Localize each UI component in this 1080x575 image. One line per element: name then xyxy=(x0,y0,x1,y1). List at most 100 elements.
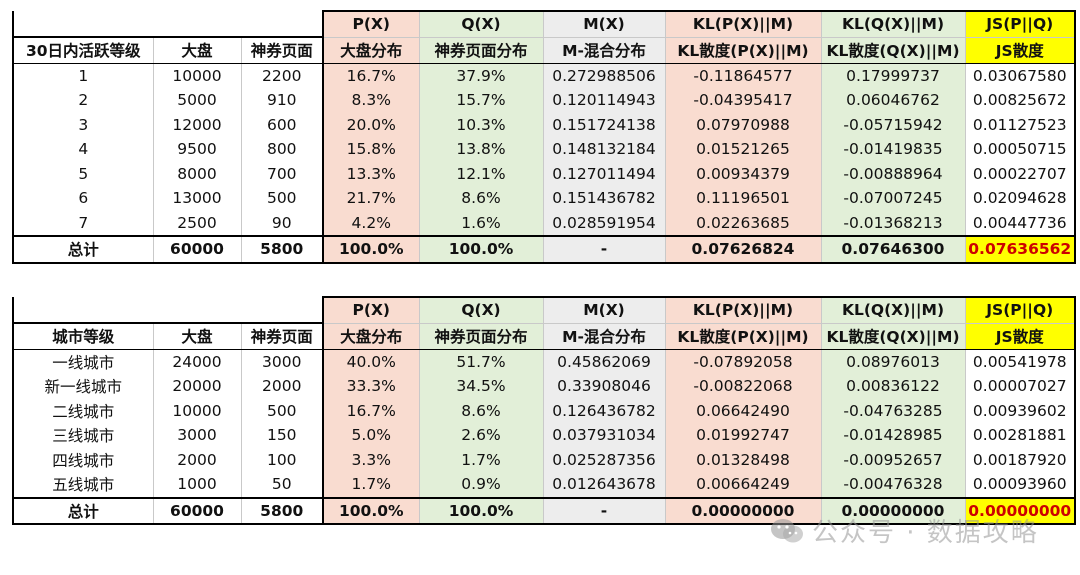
header-row-label: 30日内活跃等级 大盘 神券页面 大盘分布 神券页面分布 M-混合分布 KL散度(P(X)|… xyxy=(12,36,1076,64)
cell-kp: 0.07970988 xyxy=(664,112,822,137)
cell-js: 0.00007027 xyxy=(964,374,1076,399)
cell-a: 12000 xyxy=(152,112,242,137)
cell-kq: -0.00888964 xyxy=(820,161,966,186)
cell-a: 8000 xyxy=(152,161,242,186)
cell-a: 10000 xyxy=(152,398,242,423)
cell-a: 13000 xyxy=(152,186,242,211)
cell-kp: 0.11196501 xyxy=(664,186,822,211)
table-row: 五线城市 1000 50 1.7% 0.9% 0.012643678 0.00664249-… xyxy=(12,472,1076,498)
cell-m: 0.126436782 xyxy=(542,398,666,423)
cell-label: 三线城市 xyxy=(12,423,154,448)
cell-b: 600 xyxy=(240,112,324,137)
cell-kq: -0.07007245 xyxy=(820,186,966,211)
column-subheader-m: M-混合分布 xyxy=(542,322,666,350)
cell-m: 0.151436782 xyxy=(542,186,666,211)
cell-p: 1.7% xyxy=(322,472,420,498)
blank-header-cell xyxy=(12,297,153,323)
cell-kq: -0.01428985 xyxy=(820,423,966,448)
cell-p: 8.3% xyxy=(322,88,420,113)
total-b: 5800 xyxy=(240,235,324,264)
total-label: 总计 xyxy=(12,235,154,264)
cell-p: 3.3% xyxy=(322,447,420,472)
cell-js: 0.00050715 xyxy=(964,137,1076,162)
cell-p: 13.3% xyxy=(322,161,420,186)
cell-q: 34.5% xyxy=(418,374,544,399)
cell-b: 3000 xyxy=(240,349,324,374)
cell-js: 0.01127523 xyxy=(964,112,1076,137)
cell-kp: 0.01992747 xyxy=(664,423,822,448)
total-kq: 0.07646300 xyxy=(820,235,966,264)
column-subheader-m: M-混合分布 xyxy=(542,36,666,64)
js-divergence-table-city: P(X) Q(X) M(X) KL(P(X)||M) KL(Q(X)||M) JS(P||… xyxy=(12,296,1076,525)
cell-b: 100 xyxy=(240,447,324,472)
total-q: 100.0% xyxy=(418,235,544,264)
cell-kp: 0.00934379 xyxy=(664,161,822,186)
cell-p: 20.0% xyxy=(322,112,420,137)
header-row-metric: P(X) Q(X) M(X) KL(P(X)||M) KL(Q(X)||M) JS(P||… xyxy=(12,296,1076,323)
column-subheader-p: 大盘分布 xyxy=(322,322,420,350)
table-row: 7 2500 90 4.2% 1.6% 0.028591954 0.02263685 -0.0… xyxy=(12,210,1076,236)
cell-m: 0.012643678 xyxy=(542,472,666,498)
table-row: 2 5000 910 8.3% 15.7% 0.120114943 -0.04395417 0… xyxy=(12,88,1076,113)
cell-js: 0.00281881 xyxy=(964,423,1076,448)
metric-header-js: JS(P||Q) xyxy=(964,10,1076,37)
cell-kp: 0.00664249 xyxy=(664,472,822,498)
metric-header-kp: KL(P(X)||M) xyxy=(664,10,822,37)
cell-js: 0.02094628 xyxy=(964,186,1076,211)
cell-label: 四线城市 xyxy=(12,447,154,472)
table-row: 一线城市 24000 3000 40.0% 51.7% 0.45862069 -0.0789… xyxy=(12,349,1076,374)
column-subheader-js: JS散度 xyxy=(964,322,1076,350)
metric-header-kq: KL(Q(X)||M) xyxy=(820,10,966,37)
cell-a: 9500 xyxy=(152,137,242,162)
cell-label: 7 xyxy=(12,210,154,236)
cell-kq: -0.04763285 xyxy=(820,398,966,423)
table-row: 3 12000 600 20.0% 10.3% 0.151724138 0.07970988… xyxy=(12,112,1076,137)
cell-m: 0.33908046 xyxy=(542,374,666,399)
blank-header-cell xyxy=(153,11,241,37)
cell-label: 6 xyxy=(12,186,154,211)
metric-header-p: P(X) xyxy=(322,296,420,323)
cell-p: 16.7% xyxy=(322,63,420,88)
cell-label: 二线城市 xyxy=(12,398,154,423)
cell-kp: -0.07892058 xyxy=(664,349,822,374)
cell-b: 2000 xyxy=(240,374,324,399)
metric-header-js: JS(P||Q) xyxy=(964,296,1076,323)
cell-p: 21.7% xyxy=(322,186,420,211)
cell-a: 3000 xyxy=(152,423,242,448)
cell-q: 51.7% xyxy=(418,349,544,374)
header-row-metric: P(X) Q(X) M(X) KL(P(X)||M) KL(Q(X)||M) JS(P||… xyxy=(12,10,1076,37)
total-js: 0.00000000 xyxy=(964,496,1076,525)
cell-b: 700 xyxy=(240,161,324,186)
cell-label: 3 xyxy=(12,112,154,137)
cell-q: 37.9% xyxy=(418,63,544,88)
total-kq: 0.00000000 xyxy=(820,496,966,525)
total-b: 5800 xyxy=(240,496,324,525)
blank-header-cell xyxy=(241,297,323,323)
dimension-header: 30日内活跃等级 xyxy=(12,36,154,64)
cell-kq: 0.00836122 xyxy=(820,374,966,399)
total-label: 总计 xyxy=(12,496,154,525)
cell-q: 8.6% xyxy=(418,186,544,211)
column-subheader-kp: KL散度(P(X)||M) xyxy=(664,36,822,64)
cell-m: 0.037931034 xyxy=(542,423,666,448)
cell-m: 0.028591954 xyxy=(542,210,666,236)
total-js: 0.07636562 xyxy=(964,235,1076,264)
table-row: 1 10000 2200 16.7% 37.9% 0.272988506 -0.118645… xyxy=(12,63,1076,88)
cell-m: 0.151724138 xyxy=(542,112,666,137)
column-subheader-kp: KL散度(P(X)||M) xyxy=(664,322,822,350)
cell-kp: 0.01328498 xyxy=(664,447,822,472)
column-subheader-q: 神券页面分布 xyxy=(418,322,544,350)
cell-m: 0.120114943 xyxy=(542,88,666,113)
metric-header-m: M(X) xyxy=(542,10,666,37)
total-kp: 0.00000000 xyxy=(664,496,822,525)
column-subheader-p: 大盘分布 xyxy=(322,36,420,64)
total-row: 总计 60000 5800 100.0% 100.0% -0.00000000 0.0000… xyxy=(12,496,1076,525)
table-row: 二线城市 10000 500 16.7% 8.6% 0.126436782 0.066424… xyxy=(12,398,1076,423)
metric-header-q: Q(X) xyxy=(418,296,544,323)
total-row: 总计 60000 5800 100.0% 100.0% -0.07626824 0.0764… xyxy=(12,235,1076,264)
cell-label: 新一线城市 xyxy=(12,374,154,399)
cell-kp: -0.00822068 xyxy=(664,374,822,399)
cell-js: 0.00541978 xyxy=(964,349,1076,374)
blank-header-cell xyxy=(153,297,241,323)
column-subheader-q: 神券页面分布 xyxy=(418,36,544,64)
